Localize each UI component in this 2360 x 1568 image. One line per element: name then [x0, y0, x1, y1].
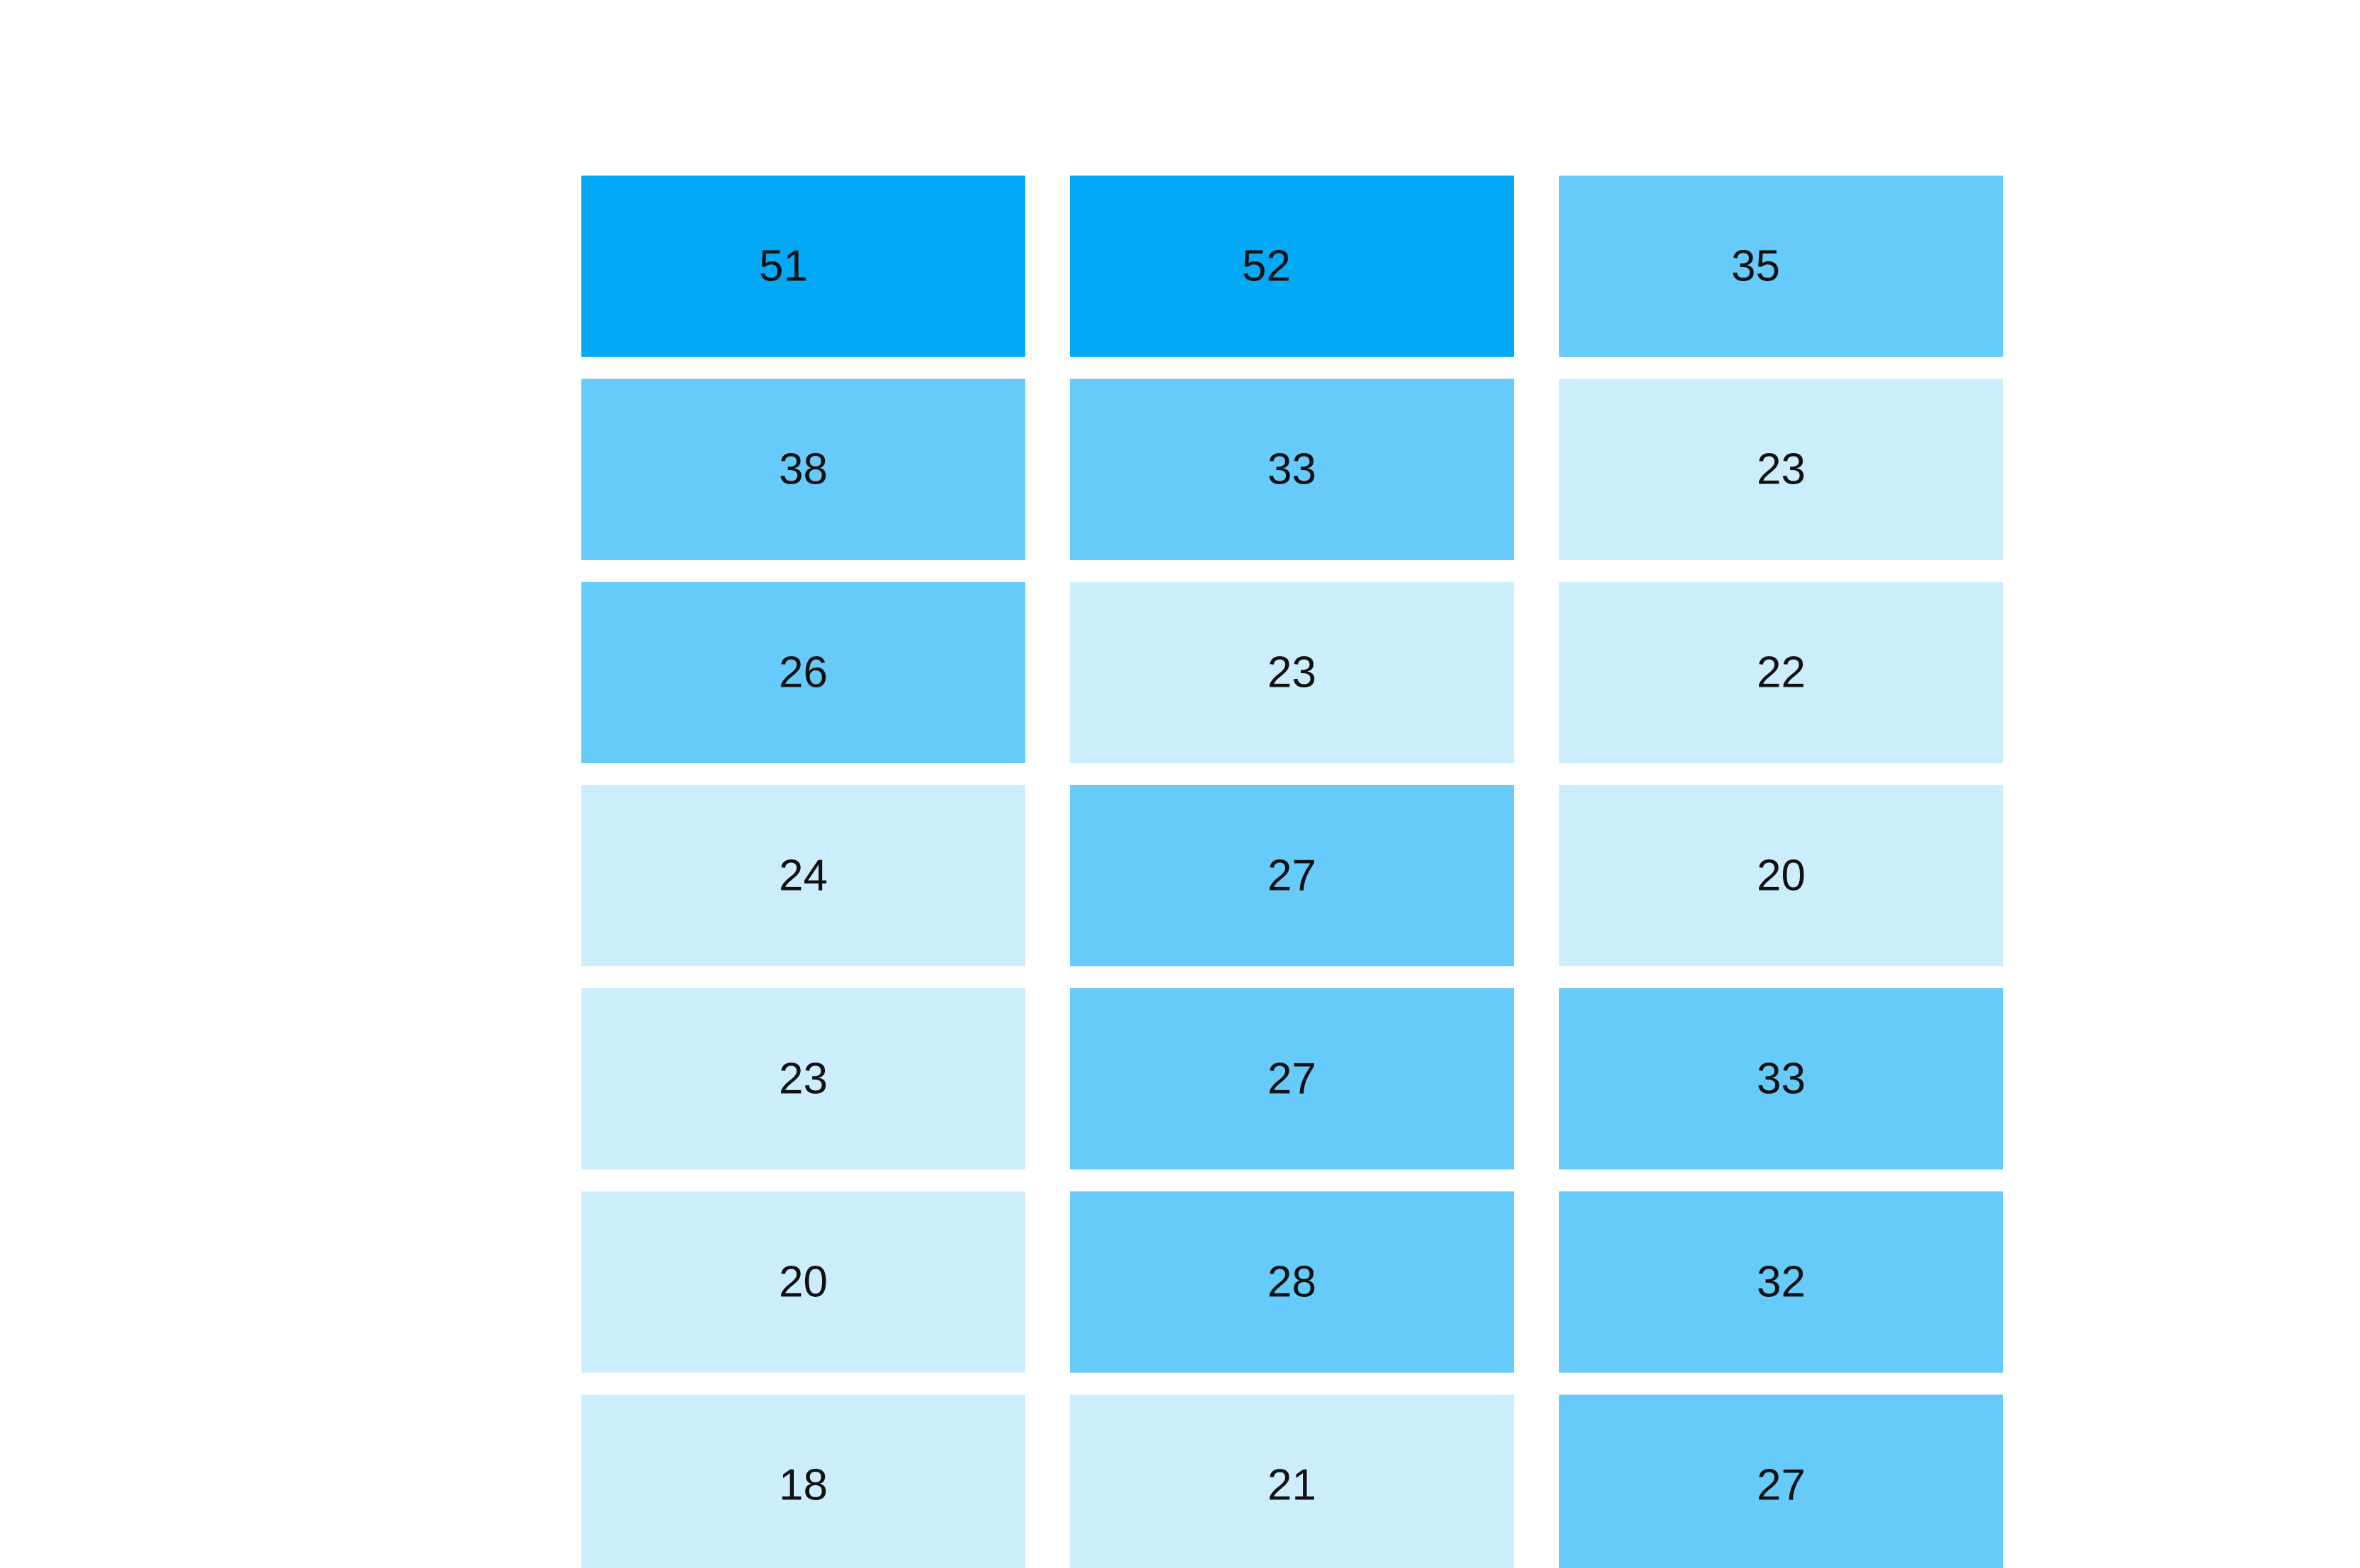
heatmap-cell-r2-c0 — [581, 582, 1025, 763]
heatmap-value-labels: 51 52 35 38 33 23 26 23 22 24 27 20 23 27 33 20 28 32 18 21… — [759, 242, 1806, 1510]
heatmap-cell-label-r6-c0: 18 — [779, 1461, 828, 1510]
heatmap-cell-r0-c0 — [581, 176, 1025, 357]
heatmap-cell-r4-c2 — [1559, 988, 2003, 1169]
heatmap-cell-label-r2-c1: 23 — [1267, 648, 1316, 697]
heatmap-cell-r0-c1 — [1070, 176, 1514, 357]
heatmap-cell-r1-c2 — [1559, 379, 2003, 560]
heatmap-cell-r4-c0 — [581, 988, 1025, 1169]
heatmap-cell-r0-c2 — [1559, 176, 2003, 357]
heatmap-cell-r3-c2 — [1559, 785, 2003, 966]
heatmap-cell-r3-c0 — [581, 785, 1025, 966]
heatmap-cell-label-r5-c1: 28 — [1267, 1258, 1316, 1307]
heatmap-cell-r1-c1 — [1070, 379, 1514, 560]
heatmap-cell-label-r2-c0: 26 — [779, 648, 828, 697]
heatmap-cell-r5-c1 — [1070, 1191, 1514, 1373]
heatmap-cell-label-r4-c1: 27 — [1267, 1055, 1316, 1104]
heatmap-cell-label-r0-c1: 52 — [1242, 242, 1291, 291]
heatmap-cell-label-r3-c2: 20 — [1757, 852, 1806, 900]
heatmap-cell-label-r1-c0: 38 — [779, 445, 828, 494]
heatmap-cell-r6-c0 — [581, 1395, 1025, 1568]
heatmap-cell-label-r6-c2: 27 — [1757, 1461, 1806, 1510]
heatmap-cell-label-r3-c1: 27 — [1267, 852, 1316, 900]
heatmap-cell-r2-c2 — [1559, 582, 2003, 763]
heatmap-cells — [581, 176, 2003, 1568]
heatmap-cell-label-r5-c0: 20 — [779, 1258, 828, 1307]
heatmap-cell-label-r2-c2: 22 — [1757, 648, 1806, 697]
heatmap-cell-r2-c1 — [1070, 582, 1514, 763]
heatmap-cell-r6-c1 — [1070, 1395, 1514, 1568]
heatmap-cell-r4-c1 — [1070, 988, 1514, 1169]
heatmap-cell-label-r6-c1: 21 — [1267, 1461, 1316, 1510]
heatmap-cell-label-r1-c1: 33 — [1267, 445, 1316, 494]
heatmap-cell-label-r1-c2: 23 — [1757, 445, 1806, 494]
heatmap-cell-r5-c2 — [1559, 1191, 2003, 1373]
heatmap-cell-label-r4-c2: 33 — [1757, 1055, 1806, 1104]
heatmap-cell-label-r5-c2: 32 — [1757, 1258, 1806, 1307]
heatmap-cell-r1-c0 — [581, 379, 1025, 560]
heatmap-cell-label-r0-c0: 51 — [759, 242, 808, 291]
heatmap-cell-label-r0-c2: 35 — [1731, 242, 1780, 291]
heatmap-cell-label-r3-c0: 24 — [779, 852, 828, 900]
heatmap-cell-r3-c1 — [1070, 785, 1514, 966]
heatmap-cell-r6-c2 — [1559, 1395, 2003, 1568]
heatmap-cell-label-r4-c0: 23 — [779, 1055, 828, 1104]
heatmap-cell-r5-c0 — [581, 1191, 1025, 1373]
